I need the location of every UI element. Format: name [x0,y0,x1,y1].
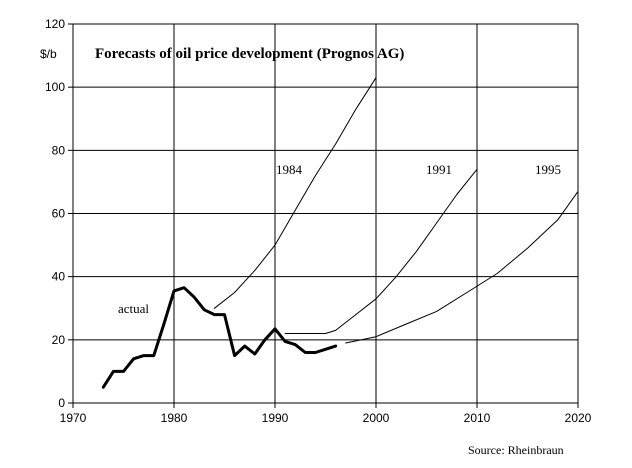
y-tick-label-120: 120 [45,17,65,31]
series-label-1984: 1984 [276,162,303,177]
y-tick-label-20: 20 [52,333,66,347]
y-tick-label-60: 60 [52,207,66,221]
y-tick-label-40: 40 [52,270,66,284]
chart-title: Forecasts of oil price development (Prog… [95,46,404,62]
y-axis-label: $/b [40,47,57,61]
series-label-actual: actual [118,301,149,316]
x-tick-label-1990: 1990 [262,411,289,425]
grid-lines [73,23,579,403]
series-line-1995 [345,190,579,344]
x-tick-label-2000: 2000 [363,411,390,425]
x-tick-label-2010: 2010 [464,411,491,425]
y-tick-label-80: 80 [52,143,66,157]
x-tick-label-2020: 2020 [565,411,592,425]
series-line-1984 [213,77,377,309]
series-line-actual [101,286,338,389]
source-note: Source: Rheinbraun [468,443,564,457]
series-label-1995: 1995 [535,162,561,177]
x-tick-label-1980: 1980 [161,411,188,425]
series-lines [101,77,579,389]
y-tick-label-0: 0 [58,396,65,410]
x-tick-label-1970: 1970 [60,411,87,425]
axes [68,23,579,408]
y-tick-label-100: 100 [45,80,65,94]
series-line-1991 [284,168,478,334]
tick-labels: 0 20 40 60 80 100 120 1970 1980 1990 2000 2010 2020 [45,17,592,425]
series-label-1991: 1991 [426,162,452,177]
